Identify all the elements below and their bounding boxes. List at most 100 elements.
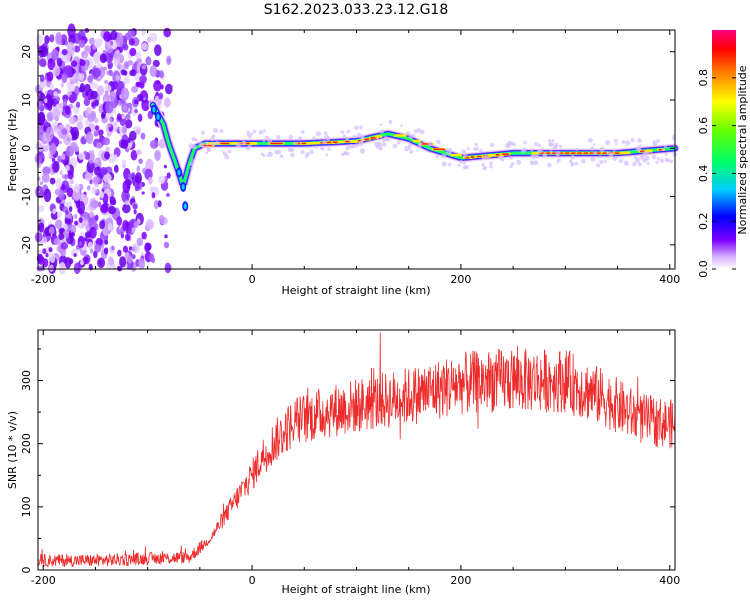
noise-blob bbox=[66, 187, 74, 198]
noise-blob bbox=[99, 133, 103, 138]
noise-blob bbox=[107, 61, 114, 70]
ridge-halo-dot bbox=[580, 158, 586, 164]
noise-blob bbox=[122, 180, 131, 194]
noise-blob bbox=[76, 80, 80, 86]
noise-blob bbox=[67, 171, 74, 180]
noise-blob bbox=[126, 255, 133, 264]
noise-blob bbox=[70, 248, 79, 258]
colorbar-tick-label: 0.2 bbox=[697, 212, 710, 230]
noise-blob bbox=[76, 120, 84, 131]
noise-blob bbox=[97, 201, 102, 208]
noise-blob bbox=[51, 48, 59, 61]
ridge-halo-dot bbox=[247, 144, 252, 149]
ridge-halo-dot bbox=[554, 142, 559, 147]
noise-blob bbox=[60, 82, 64, 88]
noise-blob bbox=[37, 255, 45, 265]
noise-blob bbox=[102, 137, 111, 146]
ridge-halo-dot bbox=[416, 127, 422, 133]
noise-blob bbox=[67, 83, 76, 92]
noise-blob bbox=[66, 42, 76, 57]
ridge-halo-dot bbox=[558, 144, 563, 149]
ridge-halo-dot bbox=[420, 129, 425, 135]
noise-blob bbox=[59, 170, 63, 176]
noise-blob bbox=[56, 96, 61, 102]
ridge-halo-dot bbox=[198, 141, 204, 147]
noise-blob bbox=[50, 99, 55, 106]
noise-blob bbox=[66, 137, 71, 142]
noise-blob bbox=[109, 117, 113, 123]
ridge-halo-dot bbox=[314, 145, 318, 149]
noise-blob bbox=[92, 176, 100, 185]
ridge-halo-dot bbox=[274, 150, 279, 155]
x-tick-label: 400 bbox=[659, 273, 680, 286]
ridge-halo-dot bbox=[537, 143, 542, 147]
noise-blob bbox=[103, 247, 109, 255]
noise-blob bbox=[46, 71, 54, 82]
x-tick-label: -200 bbox=[31, 273, 56, 286]
spectrogram-y-axis-label: Frequency (Hz) bbox=[6, 109, 19, 192]
ridge-halo-dot bbox=[547, 139, 552, 143]
noise-blob bbox=[134, 51, 142, 60]
noise-blob bbox=[104, 240, 109, 245]
ridge-halo-dot bbox=[507, 140, 513, 146]
ridge-halo-dot bbox=[598, 155, 602, 159]
ridge-halo-dot bbox=[322, 139, 327, 145]
noise-blob bbox=[153, 199, 159, 210]
noise-blob bbox=[127, 173, 133, 179]
ridge-halo-dot bbox=[599, 146, 605, 153]
ridge-halo-dot bbox=[219, 128, 224, 133]
noise-blob bbox=[92, 67, 101, 78]
noise-blob bbox=[62, 99, 68, 107]
ridge-halo-dot bbox=[474, 146, 479, 151]
ridge-halo-dot bbox=[556, 153, 559, 157]
noise-blob bbox=[130, 69, 137, 77]
noise-blob bbox=[84, 83, 91, 93]
spectrogram-x-ticks: -200 0 200 400 bbox=[31, 30, 680, 286]
noise-blob bbox=[72, 189, 81, 202]
ridge-halo-dot bbox=[315, 131, 322, 137]
ridge-halo-dot bbox=[340, 130, 345, 134]
ridge-halo-dot bbox=[388, 120, 393, 124]
noise-blob bbox=[113, 60, 119, 66]
ridge-halo-dot bbox=[625, 140, 631, 146]
noise-blob bbox=[123, 60, 130, 70]
noise-blob bbox=[135, 81, 140, 87]
noise-blob bbox=[36, 34, 43, 46]
noise-blob bbox=[37, 111, 46, 125]
ridge-halo-dot bbox=[570, 154, 576, 160]
noise-blob bbox=[84, 237, 88, 242]
ridge-halo-dot bbox=[213, 128, 219, 134]
noise-blob bbox=[62, 230, 69, 239]
ridge-halo-dot bbox=[279, 154, 284, 158]
noise-blob bbox=[48, 142, 57, 155]
colorbar-tick-label: 0.6 bbox=[697, 117, 710, 135]
ridge-halo-dot bbox=[664, 153, 668, 157]
ridge-halo-dot bbox=[441, 161, 447, 167]
ridge-halo-dot bbox=[264, 135, 270, 141]
noise-blob bbox=[133, 209, 137, 215]
noise-blob bbox=[96, 85, 105, 96]
noise-blob bbox=[53, 237, 61, 246]
noise-blob bbox=[78, 241, 83, 246]
noise-blob bbox=[44, 35, 50, 45]
noise-blob bbox=[122, 245, 129, 253]
ridge-halo-dot bbox=[549, 150, 553, 154]
snr-line bbox=[37, 332, 676, 568]
ridge-halo-dot bbox=[342, 134, 347, 139]
ridge-halo-dot bbox=[405, 131, 411, 136]
ridge-halo-dot bbox=[379, 123, 383, 126]
noise-blob bbox=[125, 113, 131, 120]
noise-blob bbox=[131, 254, 136, 260]
y-tick-label: 0 bbox=[20, 567, 33, 574]
y-tick-label: 300 bbox=[20, 370, 33, 391]
noise-blob bbox=[74, 220, 79, 226]
noise-blob bbox=[111, 245, 115, 251]
noise-blob bbox=[140, 132, 146, 140]
noise-blob bbox=[137, 113, 143, 122]
noise-blob bbox=[83, 150, 87, 155]
ridge-halo-dot bbox=[327, 147, 331, 151]
noise-blob bbox=[135, 128, 141, 135]
noise-blob bbox=[47, 58, 56, 71]
ridge-halo-dot bbox=[447, 162, 452, 167]
ridge-halo-dot bbox=[441, 153, 447, 159]
